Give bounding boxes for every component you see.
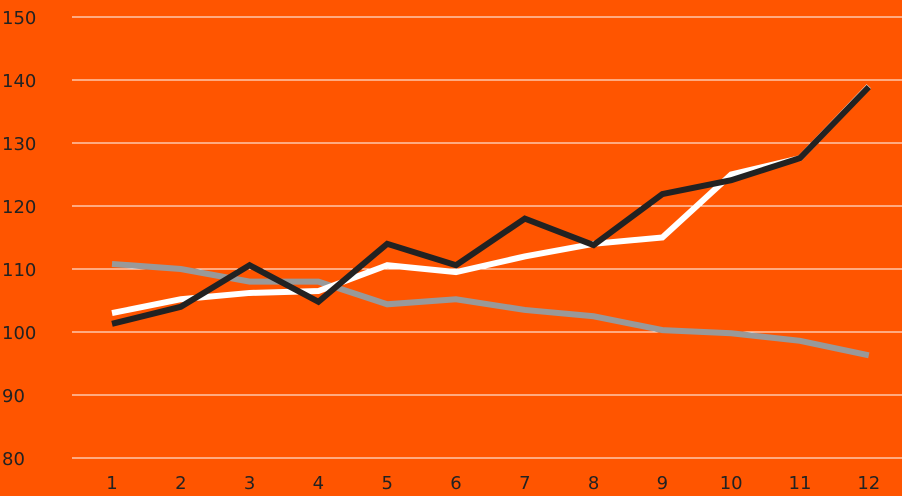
y-tick-label: 120 xyxy=(2,197,36,218)
x-tick-label: 1 xyxy=(106,473,117,494)
x-tick-label: 9 xyxy=(657,473,668,494)
y-tick-label: 130 xyxy=(2,134,36,155)
y-tick-label: 100 xyxy=(2,323,36,344)
x-tick-label: 4 xyxy=(313,473,324,494)
x-tick-label: 2 xyxy=(175,473,186,494)
x-tick-label: 8 xyxy=(588,473,599,494)
y-tick-label: 150 xyxy=(2,8,36,29)
series-line xyxy=(111,84,871,317)
y-tick-label: 110 xyxy=(2,260,36,281)
x-tick-label: 12 xyxy=(857,473,880,494)
x-tick-label: 6 xyxy=(450,473,461,494)
x-tick-label: 3 xyxy=(244,473,255,494)
series-line xyxy=(111,84,871,327)
x-tick-label: 7 xyxy=(519,473,530,494)
y-tick-label: 80 xyxy=(2,449,25,470)
series-line xyxy=(111,260,870,359)
x-tick-label: 5 xyxy=(381,473,392,494)
x-tick-label: 11 xyxy=(789,473,812,494)
y-tick-label: 90 xyxy=(2,386,25,407)
x-tick-label: 10 xyxy=(720,473,743,494)
y-tick-label: 140 xyxy=(2,71,36,92)
